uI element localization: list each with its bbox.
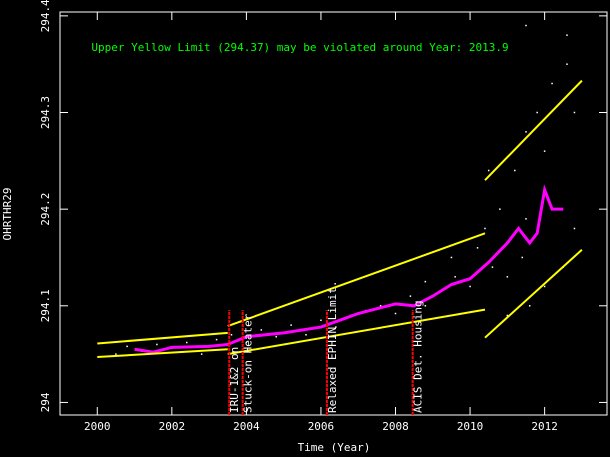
data-point xyxy=(573,111,576,114)
data-line xyxy=(484,249,583,339)
data-point xyxy=(506,276,509,278)
data-point xyxy=(525,24,527,27)
data-point xyxy=(525,218,527,220)
data-point xyxy=(335,326,337,328)
event-label: Stuck-on Heater xyxy=(242,313,255,413)
data-point xyxy=(499,208,501,210)
x-axis-label: Time (Year) xyxy=(298,441,371,454)
data-point xyxy=(409,295,412,297)
data-point xyxy=(536,111,538,114)
data-point xyxy=(528,305,531,307)
data-line xyxy=(227,232,486,328)
x-tick-label: 2010 xyxy=(457,420,484,433)
data-point xyxy=(115,353,117,355)
data-point xyxy=(566,34,568,36)
data-point xyxy=(484,227,486,230)
data-point xyxy=(514,169,516,172)
y-tick-label: 294.4 xyxy=(39,0,52,32)
x-tick-label: 2012 xyxy=(531,420,558,433)
x-tick-label: 2004 xyxy=(233,420,260,433)
y-tick-label: 294.2 xyxy=(39,193,52,226)
data-point xyxy=(230,334,233,336)
data-point xyxy=(200,353,203,355)
data-point xyxy=(566,63,568,65)
data-point xyxy=(551,82,553,85)
data-point xyxy=(424,305,427,307)
y-axis-label: OHRTHR29 xyxy=(1,188,14,241)
data-line xyxy=(227,308,486,356)
data-point xyxy=(379,305,382,307)
data-line xyxy=(97,348,228,359)
y-tick-label: 294.1 xyxy=(39,289,52,322)
data-point xyxy=(491,266,494,268)
event-label: IRU-1&2 on xyxy=(228,347,241,413)
data-point xyxy=(525,131,527,133)
data-point xyxy=(245,341,248,344)
chart-title: Upper Yellow Limit (294.37) may be viola… xyxy=(91,41,508,54)
x-tick-label: 2008 xyxy=(382,420,409,433)
data-point xyxy=(185,341,188,344)
data-point xyxy=(424,280,427,283)
data-point xyxy=(469,285,471,288)
data-point xyxy=(521,256,524,259)
data-point xyxy=(476,247,479,249)
data-point xyxy=(543,150,546,152)
data-point xyxy=(320,319,322,322)
x-tick-label: 2006 xyxy=(308,420,335,433)
data-point xyxy=(487,169,490,172)
data-point xyxy=(305,334,307,336)
data-point xyxy=(156,343,158,346)
data-line xyxy=(134,184,564,354)
data-point xyxy=(260,329,263,331)
event-label: ACIS Det. Housing xyxy=(412,300,425,413)
data-line xyxy=(484,79,583,181)
data-point xyxy=(454,276,456,278)
data-point xyxy=(215,338,218,341)
data-point xyxy=(543,285,546,288)
data-point xyxy=(450,256,453,259)
x-tick-label: 2000 xyxy=(84,420,111,433)
data-point xyxy=(290,324,292,326)
data-point xyxy=(506,314,509,317)
plot-frame xyxy=(59,11,608,416)
y-tick-label: 294 xyxy=(39,392,52,412)
data-point xyxy=(573,227,576,230)
y-tick-label: 294.3 xyxy=(39,96,52,129)
data-point xyxy=(394,312,397,315)
x-tick-label: 2002 xyxy=(159,420,186,433)
data-point xyxy=(126,345,128,348)
event-label: Relaxed EPHIN Limit. xyxy=(326,281,339,413)
data-line xyxy=(97,331,228,345)
data-point xyxy=(275,335,277,338)
